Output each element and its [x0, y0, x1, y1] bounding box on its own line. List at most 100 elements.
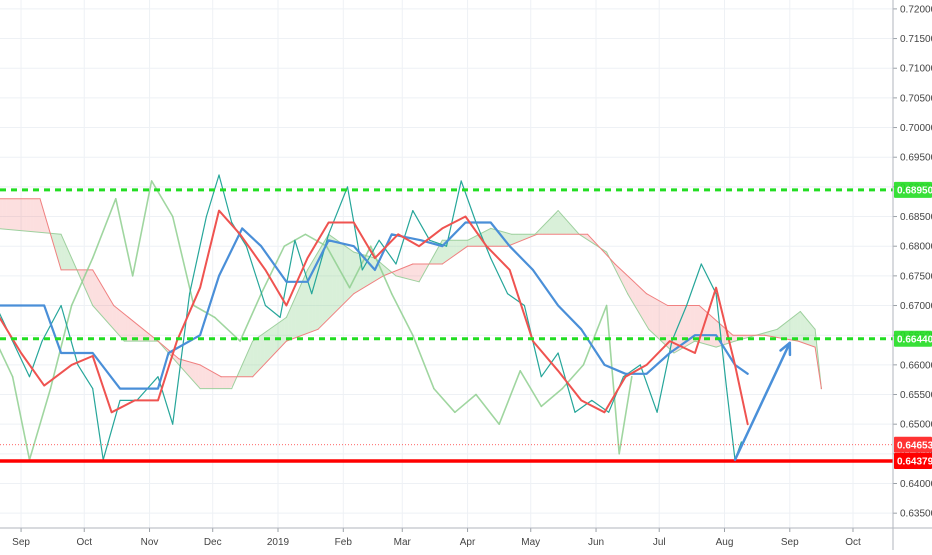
- cloud-segment: [553, 212, 557, 235]
- cloud-segment: [288, 305, 292, 341]
- cloud-segment: [0, 198, 3, 230]
- senkou_b-point: [536, 233, 538, 235]
- kijun-point: [218, 275, 220, 277]
- cloud-segment: [312, 256, 316, 332]
- senkou_a-point: [799, 310, 801, 313]
- kijun-point: [391, 233, 393, 235]
- chikou-point: [631, 376, 633, 378]
- y-tick-label: 0.63500: [900, 509, 932, 520]
- price-point: [557, 352, 559, 354]
- cloud-segment: [405, 265, 409, 280]
- senkou_a-point: [306, 269, 309, 271]
- tenkan-point: [441, 227, 443, 230]
- cloud-segment: [126, 315, 130, 342]
- cloud-segment: [264, 330, 268, 365]
- senkou_b-point: [667, 304, 669, 307]
- cloud-segment: [687, 305, 691, 346]
- cloud-segment: [621, 270, 626, 290]
- cloud-segment: [635, 283, 640, 314]
- price-point: [77, 364, 79, 366]
- price-point: [119, 399, 121, 402]
- cloud-segment: [33, 198, 38, 233]
- senkou_b-point: [763, 334, 766, 336]
- projection-arrow[interactable]: [733, 341, 792, 462]
- kijun-point: [43, 304, 45, 307]
- cloud-segment: [786, 319, 791, 340]
- cloud-segment: [253, 337, 258, 376]
- cloud-segment: [570, 224, 574, 235]
- chikou-point: [283, 245, 285, 247]
- cloud-segment: [663, 302, 667, 347]
- cloud-segment: [129, 318, 134, 342]
- tenkan-point: [43, 385, 45, 387]
- price-point: [574, 411, 576, 413]
- cloud-segment: [16, 198, 20, 231]
- cloud-segment: [257, 335, 261, 372]
- price-point: [28, 376, 31, 378]
- chikou-point: [475, 393, 477, 396]
- kijun-point: [241, 227, 243, 230]
- x-tick-label: Feb: [335, 537, 353, 548]
- price-labels: 0.68950 0.66440 0.64653 0.64379: [894, 181, 932, 470]
- cloud-segment: [415, 264, 419, 282]
- senkou_b-point: [814, 346, 816, 348]
- kijun-point: [420, 239, 422, 241]
- horizontal-levels[interactable]: [0, 188, 893, 463]
- projection-arrow-shaft[interactable]: [733, 341, 792, 462]
- cloud-segment: [511, 234, 516, 245]
- price-point: [245, 245, 248, 247]
- tenkan-point: [580, 399, 582, 402]
- cloud-segment: [539, 226, 543, 235]
- senkou_a-point: [734, 340, 736, 342]
- cloud-segment: [250, 340, 254, 377]
- chikou-point: [151, 180, 153, 182]
- cloud-segment: [793, 313, 798, 341]
- cloud-segment: [401, 267, 406, 279]
- cloud-segment: [491, 228, 495, 247]
- cloud-segment: [707, 313, 712, 346]
- cloud-segment: [470, 236, 474, 247]
- cloud-segment: [800, 311, 805, 344]
- tenkan-point: [71, 364, 73, 366]
- price-point: [378, 239, 380, 241]
- senkou_b-point: [466, 245, 469, 247]
- senkou_b-point: [220, 376, 222, 378]
- cloud-segment: [209, 369, 213, 389]
- chikou-point: [498, 423, 500, 425]
- cloud-segment: [212, 371, 216, 389]
- senkou_a-point: [466, 239, 469, 241]
- chikou-point: [132, 275, 134, 277]
- projection-arrow-head[interactable]: [779, 341, 792, 357]
- grid: [0, 0, 893, 528]
- x-tick-label: Nov: [141, 537, 159, 548]
- price-point: [523, 304, 526, 307]
- chikou-point: [172, 215, 174, 218]
- cloud-segment: [339, 242, 344, 308]
- cloud-segment: [43, 212, 48, 234]
- price-point: [311, 293, 313, 295]
- cloud-segment: [12, 198, 17, 231]
- cloud-segment: [618, 267, 622, 283]
- senkou_a-point: [123, 340, 125, 342]
- price-point: [279, 316, 281, 318]
- chikou-line: [0, 180, 633, 461]
- cloud-segment: [37, 198, 41, 233]
- cloud-segment: [23, 198, 27, 232]
- cloud-segment: [68, 249, 72, 270]
- kijun-point: [353, 245, 355, 247]
- cloud-segment: [422, 264, 426, 277]
- senkou_b-point: [820, 387, 822, 390]
- cloud-segment: [295, 290, 299, 338]
- x-tick-label: Oct: [845, 537, 861, 548]
- price-label-box: [894, 453, 932, 470]
- cloud-segment: [98, 280, 103, 317]
- x-tick-label: Mar: [394, 537, 412, 548]
- senkou_a-point: [490, 227, 492, 230]
- cloud-segment: [343, 244, 347, 305]
- cloud-segment: [136, 324, 141, 342]
- cloud-segment: [484, 229, 488, 247]
- cloud-segment: [780, 324, 784, 339]
